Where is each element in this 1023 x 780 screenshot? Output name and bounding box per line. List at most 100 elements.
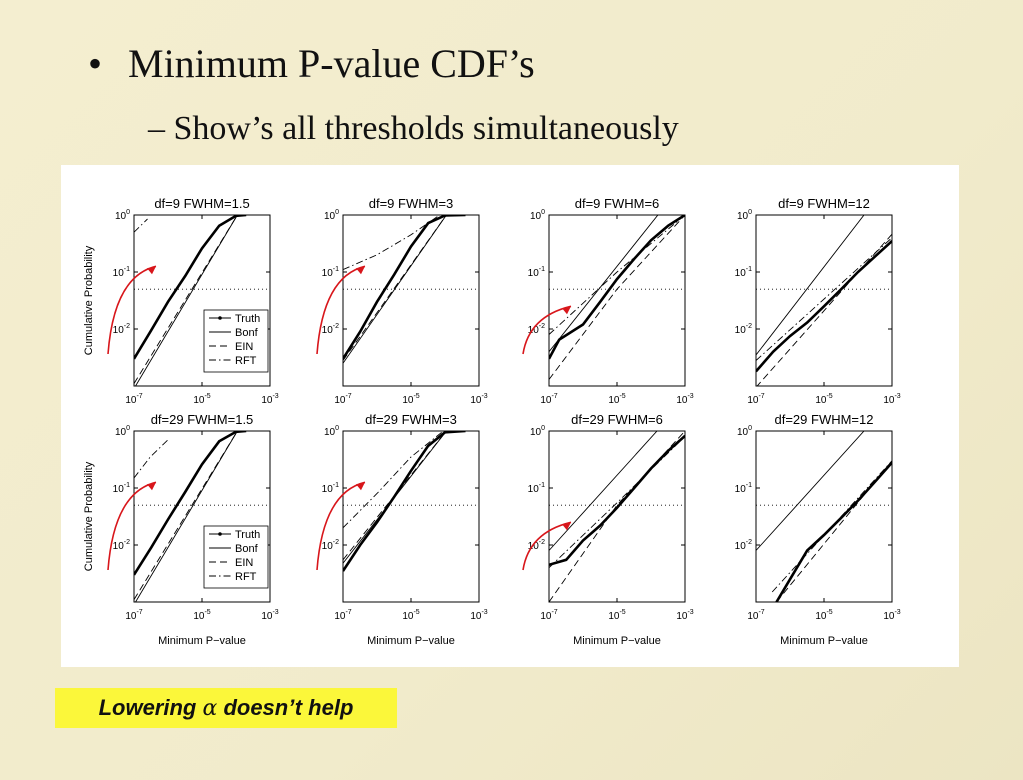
x-tick-label: 10-5 bbox=[193, 393, 210, 406]
series-rft-line bbox=[134, 439, 169, 479]
panel-title: df=29 FWHM=1.5 bbox=[151, 412, 254, 427]
panel-title: df=9 FWHM=12 bbox=[778, 196, 870, 211]
panel-frame bbox=[755, 430, 893, 603]
y-tick-label: 10-2 bbox=[113, 539, 130, 552]
x-tick-label: 10-3 bbox=[883, 609, 900, 622]
y-tick-label: 100 bbox=[737, 209, 752, 222]
series-bonf-line bbox=[549, 215, 659, 352]
red-arrow-icon bbox=[107, 481, 157, 571]
x-tick-label: 10-5 bbox=[402, 393, 419, 406]
panel-frame bbox=[342, 214, 480, 387]
panel-title: df=29 FWHM=6 bbox=[571, 412, 663, 427]
series-bonf-line bbox=[343, 431, 447, 564]
x-tick-label: 10-3 bbox=[470, 393, 487, 406]
x-tick-label: 10-3 bbox=[261, 393, 278, 406]
x-axis-label: Minimum P−value bbox=[367, 635, 455, 647]
legend-box bbox=[203, 309, 269, 373]
panel-frame bbox=[755, 214, 893, 387]
series-truth-line bbox=[343, 431, 466, 572]
red-arrow-icon bbox=[316, 265, 366, 355]
y-tick-label: 10-1 bbox=[735, 482, 752, 495]
x-tick-label: 10-5 bbox=[608, 393, 625, 406]
panel-5: df=29 FWHM=1.5 100 10-1 10-2 10-7 10-5 10-3 Tru… bbox=[83, 412, 279, 647]
series-bonf-line bbox=[135, 431, 238, 602]
y-tick-label: 10-1 bbox=[322, 482, 339, 495]
x-tick-label: 10-5 bbox=[608, 609, 625, 622]
series-bonf-line bbox=[135, 215, 238, 386]
y-tick-label: 10-1 bbox=[528, 266, 545, 279]
red-arrowhead-icon bbox=[356, 266, 365, 275]
legend-label-rft: RFT bbox=[235, 355, 257, 367]
y-tick-label: 10-2 bbox=[322, 323, 339, 336]
x-tick-label: 10-5 bbox=[815, 609, 832, 622]
y-tick-label: 100 bbox=[737, 425, 752, 438]
series-ein-line bbox=[549, 215, 685, 380]
y-tick-label: 100 bbox=[324, 209, 339, 222]
series-ein-line bbox=[549, 431, 685, 602]
legend-label-bonf: Bonf bbox=[235, 543, 259, 555]
series-truth-line bbox=[549, 215, 685, 360]
x-tick-label: 10-7 bbox=[334, 393, 351, 406]
red-arrow-icon bbox=[107, 265, 157, 355]
y-tick-label: 10-1 bbox=[113, 482, 130, 495]
series-rft-line bbox=[134, 218, 148, 233]
y-tick-label: 10-2 bbox=[322, 539, 339, 552]
series-rft-line bbox=[343, 215, 440, 271]
legend-label-truth: Truth bbox=[235, 313, 260, 325]
series-truth-line bbox=[134, 215, 247, 360]
cdf-figure: df=9 FWHM=1.5 100 10-1 10-2 10-7 10-5 10-3 Trut… bbox=[83, 196, 901, 647]
panel-3: df=9 FWHM=6 100 10-1 10-2 10-7 10-5 10-3 bbox=[522, 196, 694, 406]
legend-box bbox=[203, 525, 269, 589]
y-tick-label: 10-2 bbox=[735, 539, 752, 552]
panel-7: df=29 FWHM=6 100 10-1 10-2 10-7 10-5 10-3 Minim… bbox=[522, 412, 694, 647]
series-ein-line bbox=[343, 215, 447, 361]
alpha-symbol: α bbox=[202, 696, 218, 721]
panel-title: df=9 FWHM=6 bbox=[575, 196, 660, 211]
x-tick-label: 10-7 bbox=[125, 393, 142, 406]
series-bonf-line bbox=[756, 431, 865, 551]
x-tick-label: 10-3 bbox=[470, 609, 487, 622]
panel-1: df=9 FWHM=1.5 100 10-1 10-2 10-7 10-5 10-3 Trut… bbox=[83, 196, 279, 406]
series-truth-line bbox=[549, 434, 685, 567]
x-tick-label: 10-5 bbox=[193, 609, 210, 622]
series-truth-line bbox=[756, 240, 892, 373]
sub-bullet-item: – Show’s all thresholds simultaneously bbox=[148, 110, 679, 148]
series-ein-line bbox=[756, 233, 892, 386]
bullet-item: • Minimum P-value CDF’s bbox=[88, 40, 535, 87]
series-rft-line bbox=[343, 431, 444, 529]
legend-label-bonf: Bonf bbox=[235, 327, 259, 339]
y-tick-label: 10-1 bbox=[113, 266, 130, 279]
legend-label-truth: Truth bbox=[235, 529, 260, 541]
series-rft-line bbox=[756, 237, 892, 361]
legend-label-ein: EIN bbox=[235, 557, 253, 569]
figure-panel: df=9 FWHM=1.5 100 10-1 10-2 10-7 10-5 10-3 Trut… bbox=[61, 165, 959, 667]
x-axis-label: Minimum P−value bbox=[158, 635, 246, 647]
series-bonf-line bbox=[549, 431, 658, 551]
red-arrowhead-icon bbox=[562, 522, 571, 531]
x-tick-label: 10-7 bbox=[540, 609, 557, 622]
x-axis-label: Minimum P−value bbox=[573, 635, 661, 647]
x-tick-label: 10-3 bbox=[261, 609, 278, 622]
x-tick-label: 10-7 bbox=[747, 609, 764, 622]
red-arrowhead-icon bbox=[147, 482, 156, 491]
legend-label-rft: RFT bbox=[235, 571, 257, 583]
series-truth-line bbox=[134, 431, 247, 576]
x-tick-label: 10-5 bbox=[815, 393, 832, 406]
series-ein-line bbox=[776, 460, 892, 602]
bullet-marker: • bbox=[88, 41, 103, 86]
legend-marker bbox=[218, 316, 222, 320]
y-tick-label: 10-2 bbox=[735, 323, 752, 336]
x-tick-label: 10-7 bbox=[334, 609, 351, 622]
x-axis-label: Minimum P−value bbox=[780, 635, 868, 647]
legend-marker bbox=[218, 532, 222, 536]
sub-bullet-text: – Show’s all thresholds simultaneously bbox=[148, 110, 679, 147]
y-tick-label: 10-2 bbox=[113, 323, 130, 336]
series-rft-line bbox=[549, 215, 685, 335]
x-tick-label: 10-7 bbox=[125, 609, 142, 622]
red-arrowhead-icon bbox=[356, 482, 365, 491]
red-arrowhead-icon bbox=[562, 306, 571, 315]
callout-box: Lowering α doesn’t help bbox=[55, 688, 397, 728]
x-tick-label: 10-7 bbox=[747, 393, 764, 406]
panel-title: df=29 FWHM=12 bbox=[775, 412, 874, 427]
y-tick-label: 10-1 bbox=[528, 482, 545, 495]
